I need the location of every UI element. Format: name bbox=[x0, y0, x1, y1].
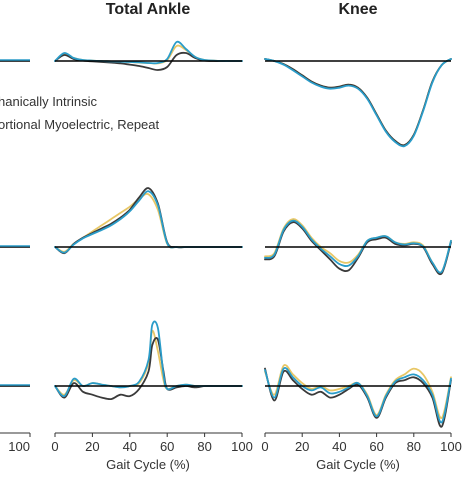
x-tick-label: 20 bbox=[295, 439, 309, 454]
series-line-proportional-myoelectric-panel-3 bbox=[54, 187, 243, 255]
legend-entry-2: ortional Myoelectric, Repeat bbox=[0, 117, 160, 132]
x-tick-label: 0 bbox=[261, 439, 268, 454]
x-tick-label: 20 bbox=[85, 439, 99, 454]
series-line-proportional-myoelectric-panel-4 bbox=[264, 221, 452, 276]
x-tick-label: 40 bbox=[332, 439, 346, 454]
series-line-proportional-myoelectric-panel-6 bbox=[264, 367, 452, 428]
x-axis-label-ankle: Gait Cycle (%) bbox=[106, 457, 190, 472]
x-tick-label: 60 bbox=[160, 439, 174, 454]
series-line-proportional-myoelectric-repeat-panel-6 bbox=[264, 366, 452, 424]
series-line-proportional-myoelectric-panel-2 bbox=[264, 58, 452, 147]
column-title-ankle: Total Ankle bbox=[106, 1, 191, 18]
column-title-knee: Knee bbox=[338, 1, 377, 18]
series-line-proportional-myoelectric-repeat-panel-5 bbox=[54, 320, 243, 398]
x-tick-label: 100 bbox=[231, 439, 253, 454]
series-line-proportional-myoelectric-repeat-panel-1 bbox=[54, 40, 243, 65]
x-tick-label: 80 bbox=[407, 439, 421, 454]
x-tick-label: 100 bbox=[8, 439, 30, 454]
series-line-proportional-myoelectric-repeat-panel-3 bbox=[54, 190, 243, 254]
series-line-proportional-myoelectric-repeat-panel-2 bbox=[264, 58, 452, 148]
x-tick-label: 40 bbox=[123, 439, 137, 454]
x-tick-label: 80 bbox=[197, 439, 211, 454]
chart-marks: 0 20 40 60 80 100 0 20 40 60 80 100 100 bbox=[0, 40, 462, 454]
series-line-mechanically-intrinsic-panel-3 bbox=[54, 193, 243, 253]
series-line-proportional-myoelectric-repeat-panel-4 bbox=[264, 219, 452, 274]
x-tick-label: 0 bbox=[51, 439, 58, 454]
x-tick-label: 60 bbox=[369, 439, 383, 454]
x-tick-label: 100 bbox=[440, 439, 462, 454]
x-axis-label-knee: Gait Cycle (%) bbox=[316, 457, 400, 472]
series-line-mechanically-intrinsic-panel-6 bbox=[264, 364, 452, 419]
series-line-mechanically-intrinsic-panel-2 bbox=[264, 58, 452, 147]
series-line-proportional-myoelectric-panel-5 bbox=[54, 337, 243, 401]
legend-entry-1: hanically Intrinsic bbox=[0, 94, 97, 109]
